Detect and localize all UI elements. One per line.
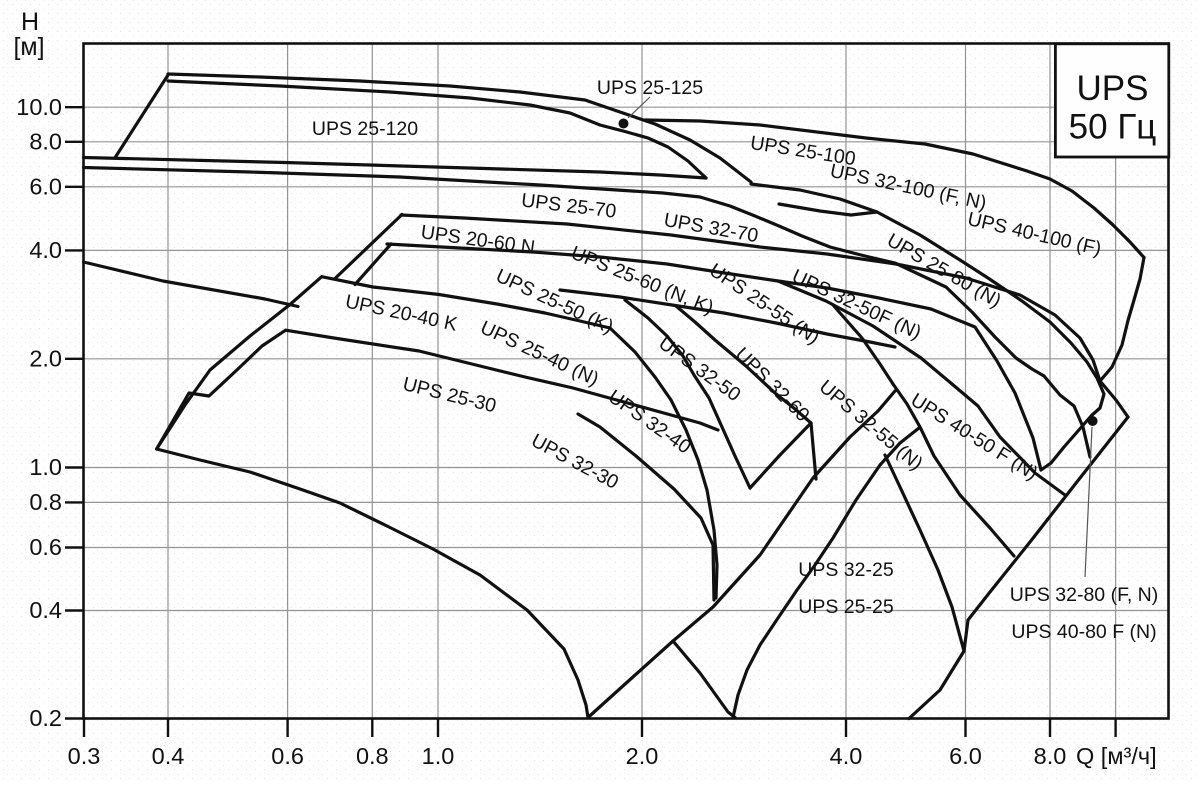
svg-text:4.0: 4.0	[29, 237, 62, 263]
svg-text:[м]: [м]	[13, 33, 44, 61]
svg-text:50 Гц: 50 Гц	[1069, 108, 1157, 147]
svg-text:0.2: 0.2	[29, 705, 62, 731]
svg-text:2.0: 2.0	[626, 743, 659, 769]
svg-text:2.0: 2.0	[29, 346, 62, 372]
svg-text:4.0: 4.0	[830, 743, 863, 769]
svg-text:H: H	[21, 8, 39, 36]
svg-text:UPS 25-125: UPS 25-125	[597, 77, 703, 99]
svg-text:0.4: 0.4	[29, 597, 62, 623]
svg-text:1.0: 1.0	[422, 743, 455, 769]
svg-text:UPS 25-25: UPS 25-25	[798, 596, 894, 618]
svg-text:Q [м³/ч]: Q [м³/ч]	[1076, 743, 1157, 769]
svg-text:1.0: 1.0	[29, 454, 62, 480]
svg-text:0.6: 0.6	[271, 743, 304, 769]
svg-text:0.6: 0.6	[29, 534, 62, 560]
svg-text:10.0: 10.0	[16, 94, 62, 120]
svg-text:UPS 40-80 F (N): UPS 40-80 F (N)	[1011, 621, 1156, 643]
svg-text:0.3: 0.3	[68, 743, 101, 769]
svg-text:6.0: 6.0	[949, 743, 982, 769]
svg-text:0.4: 0.4	[152, 743, 185, 769]
svg-text:0.8: 0.8	[356, 743, 389, 769]
svg-text:UPS 32-80 (F, N): UPS 32-80 (F, N)	[1010, 584, 1158, 606]
svg-text:8.0: 8.0	[29, 129, 62, 155]
svg-text:8.0: 8.0	[1034, 743, 1067, 769]
svg-text:UPS 32-25: UPS 32-25	[798, 559, 894, 581]
svg-text:UPS 25-120: UPS 25-120	[312, 118, 418, 140]
svg-text:UPS: UPS	[1077, 69, 1149, 108]
svg-text:0.8: 0.8	[29, 489, 62, 515]
svg-text:6.0: 6.0	[29, 174, 62, 200]
